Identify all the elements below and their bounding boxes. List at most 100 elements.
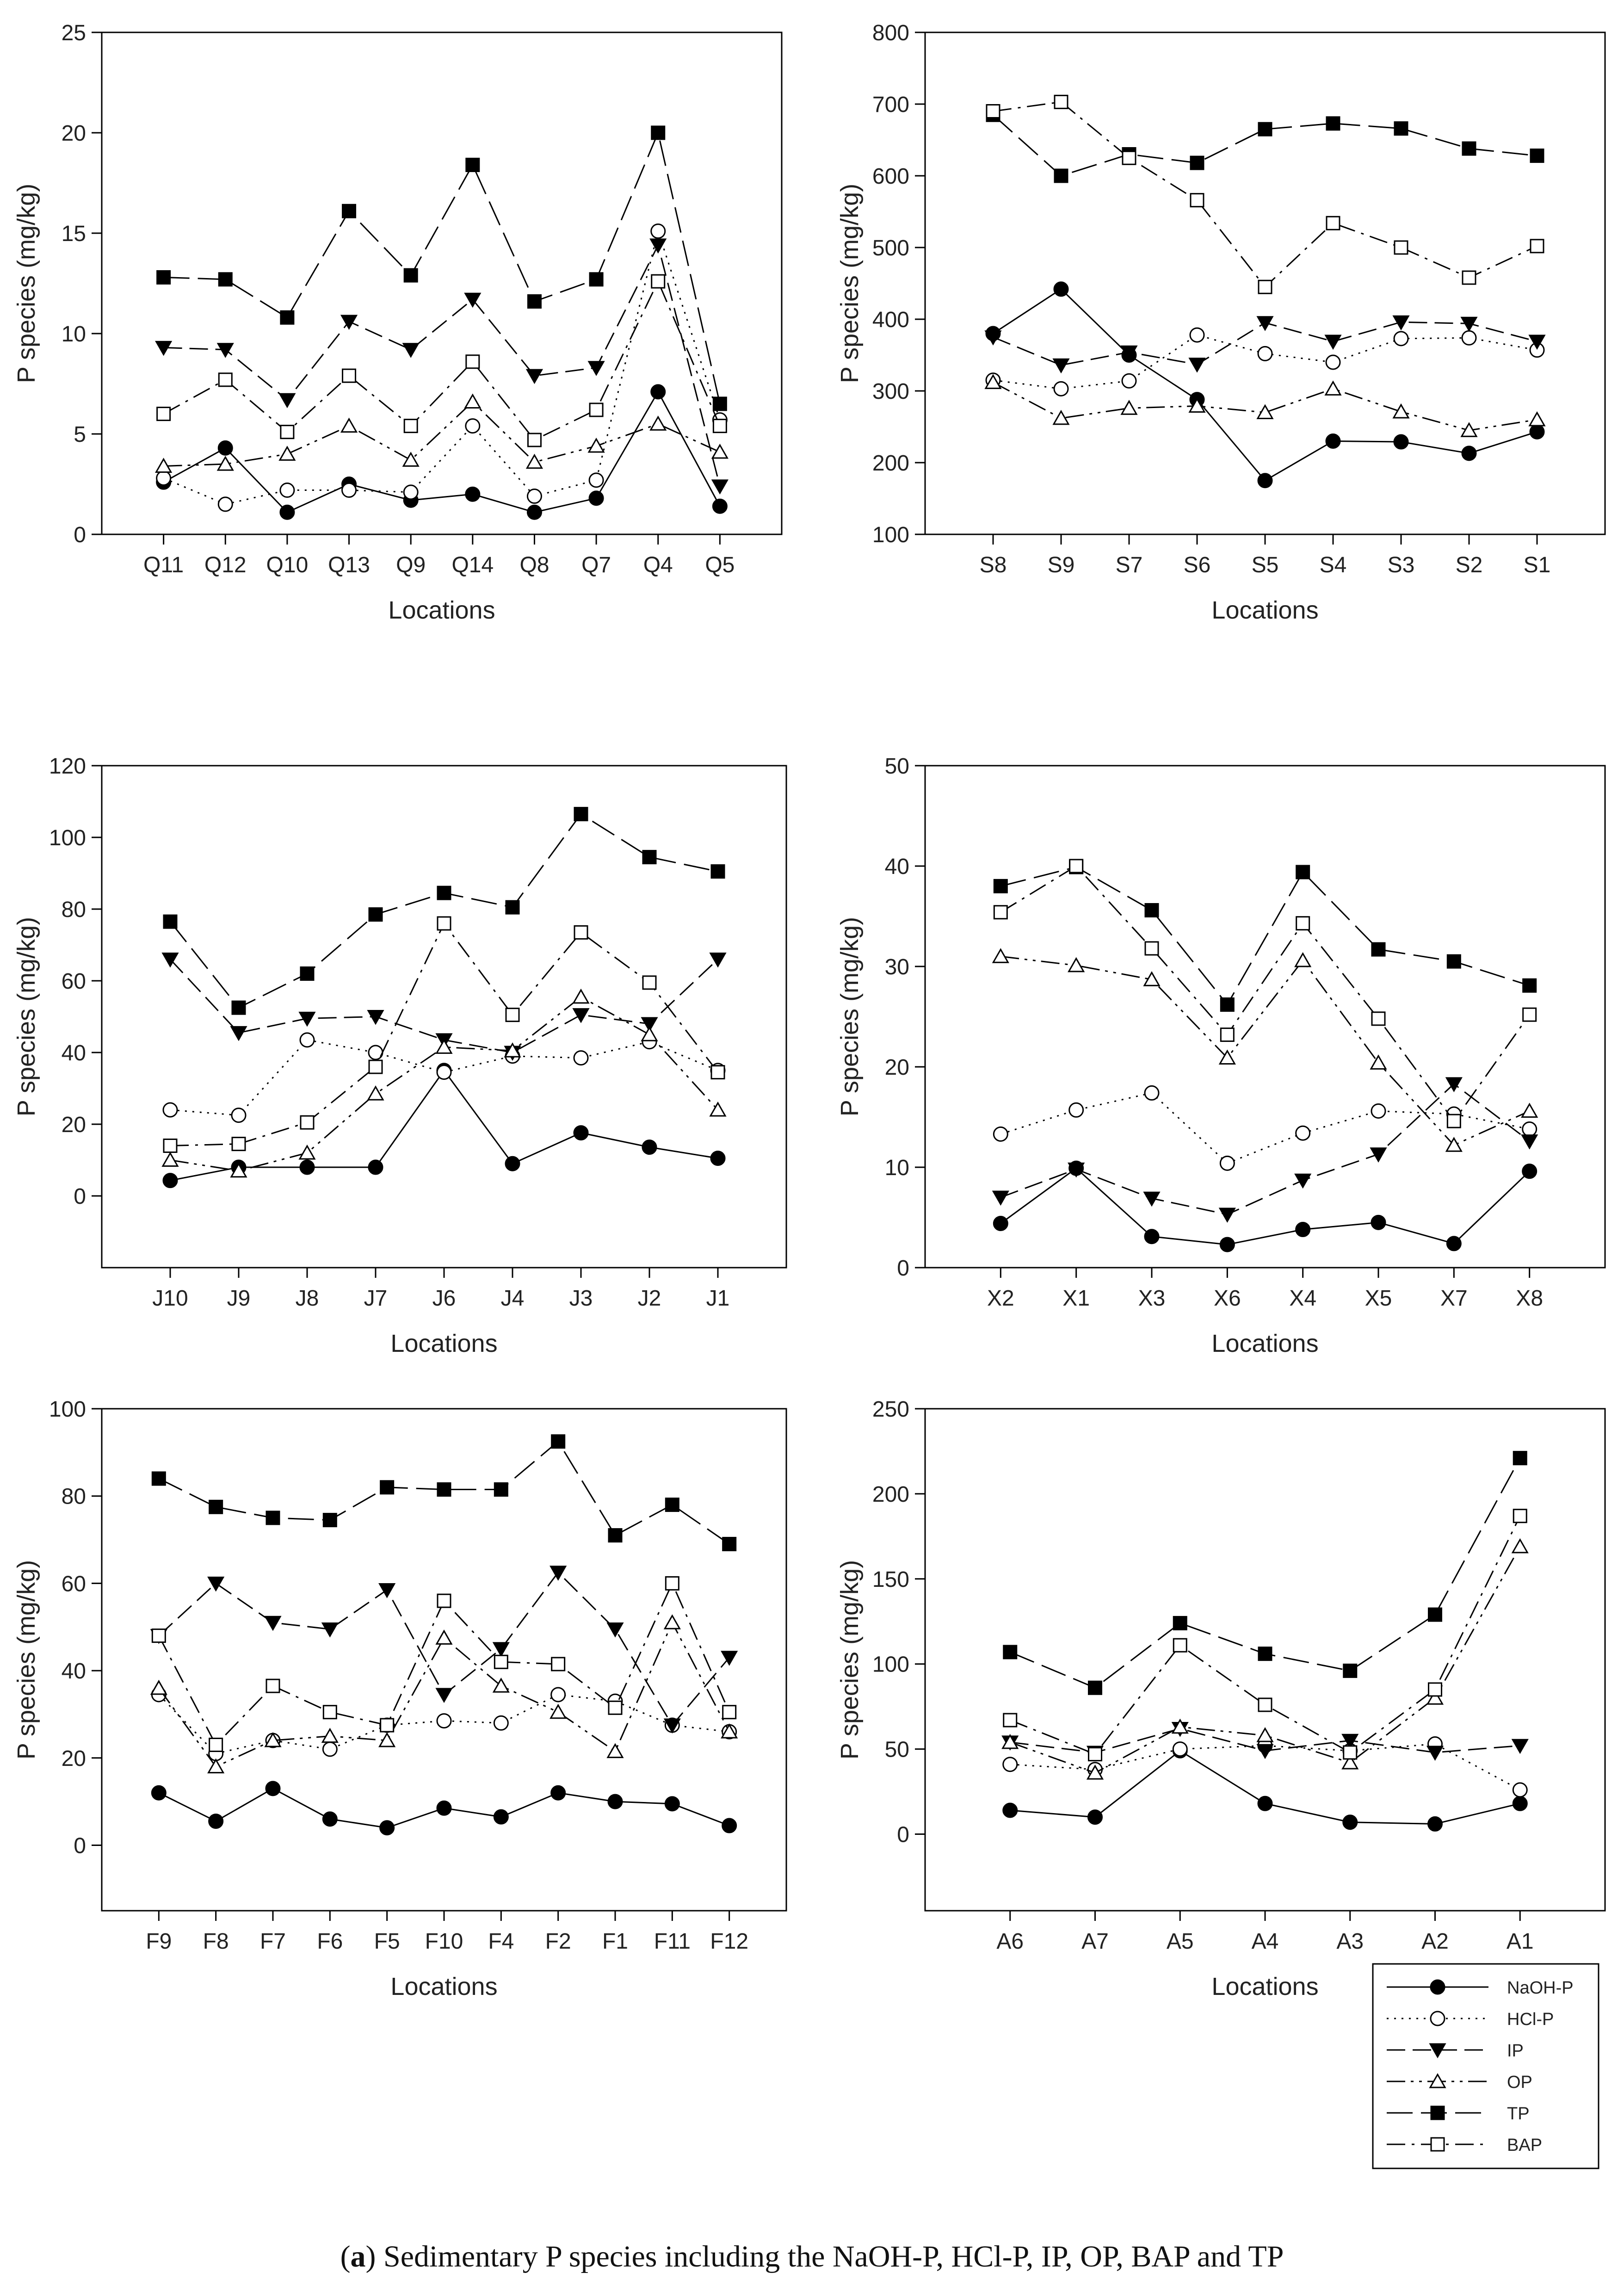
panel-a-point-bap xyxy=(1258,1697,1272,1712)
panel-q-point-hcl-p xyxy=(403,484,419,500)
panel-q-point-op xyxy=(155,458,173,473)
panel-s-point-naoh-p xyxy=(1325,433,1341,449)
panel-f-point-bap xyxy=(266,1678,280,1693)
panel-j-xtick-label: J6 xyxy=(432,1286,456,1311)
panel-f-ytick-label: 0 xyxy=(74,1833,86,1858)
panel-a-point-ip xyxy=(1426,1746,1444,1761)
panel-a-point-bap xyxy=(1173,1638,1187,1653)
panel-f-point-tp xyxy=(437,1482,451,1497)
panel-s-point-op xyxy=(1528,411,1546,427)
panel-q-xtick-label: Q14 xyxy=(451,553,494,577)
panel-x-point-op xyxy=(1521,1102,1538,1118)
panel-j-point-hcl-p xyxy=(368,1045,383,1060)
panel-x-point-hcl-p xyxy=(1144,1085,1160,1101)
panel-f-point-tp xyxy=(722,1536,737,1551)
panel-f-point-op xyxy=(550,1703,567,1719)
panel-f-point-tp xyxy=(494,1482,508,1497)
panel-x-point-op xyxy=(1218,1049,1236,1065)
panel-f-point-ip xyxy=(492,1642,510,1657)
panel-s-point-ip xyxy=(1528,334,1546,350)
panel-q-point-naoh-p xyxy=(465,486,481,502)
panel-q-point-naoh-p xyxy=(650,384,666,400)
panel-s-ytick-label: 800 xyxy=(872,21,909,45)
panel-s-point-bap xyxy=(986,104,1000,118)
panel-s-point-tp xyxy=(1530,149,1544,163)
panel-q-ytick-label: 20 xyxy=(62,121,86,146)
panel-f-point-naoh-p xyxy=(208,1814,224,1829)
panel-x-point-hcl-p xyxy=(1068,1102,1084,1118)
panel-j-point-op xyxy=(230,1162,247,1178)
panel-a-point-op xyxy=(1256,1727,1274,1742)
panel-q-xtick-label: Q12 xyxy=(204,553,247,577)
panel-a-xtick-label: A4 xyxy=(1252,1929,1279,1954)
panel-j-point-op xyxy=(435,1039,453,1054)
panel-j-xtick-label: J4 xyxy=(501,1286,525,1311)
panel-f-point-ip xyxy=(378,1583,396,1598)
panel-s-point-naoh-p xyxy=(1053,281,1069,297)
panel-q-point-tp xyxy=(280,310,295,325)
panel-x-ytick-label: 20 xyxy=(885,1055,909,1080)
panel-f-ytick-label: 40 xyxy=(62,1659,86,1684)
panel-q-point-bap xyxy=(280,425,295,440)
panel-s-point-tp xyxy=(1462,141,1476,156)
panel-f-point-ip xyxy=(321,1622,339,1638)
panel-q-point-ip xyxy=(649,238,667,254)
panel-j-ytick-label: 0 xyxy=(74,1184,86,1209)
panel-f-point-naoh-p xyxy=(493,1809,509,1825)
panel-a-point-op xyxy=(1341,1754,1359,1770)
panel-a-point-op xyxy=(1511,1538,1529,1554)
panel-j-point-bap xyxy=(231,1137,246,1152)
panel-q-point-bap xyxy=(712,419,727,433)
panel-f-point-op xyxy=(492,1678,510,1693)
panel-j-point-ip xyxy=(367,1010,384,1025)
panel-q-xtick-label: Q13 xyxy=(328,553,370,577)
panel-q-point-bap xyxy=(403,419,418,433)
panel-x-x-axis-label: Locations xyxy=(1211,1330,1318,1357)
panel-s-point-ip xyxy=(1052,358,1070,374)
panel-x-point-naoh-p xyxy=(1522,1164,1538,1179)
panel-f-point-hcl-p xyxy=(493,1715,509,1731)
panel-x-point-naoh-p xyxy=(993,1216,1008,1232)
panel-q-point-hcl-p xyxy=(465,418,481,434)
legend-label-ip: IP xyxy=(1507,2041,1524,2061)
panel-s-ytick-label: 400 xyxy=(872,308,909,332)
panel-a-point-tp xyxy=(1088,1680,1102,1695)
panel-f-point-op xyxy=(150,1679,167,1695)
panel-q-xtick-label: Q4 xyxy=(643,553,673,577)
panel-a-point-op xyxy=(1086,1765,1104,1780)
panel-x-ytick-label: 50 xyxy=(885,754,909,779)
panel-f-point-ip xyxy=(207,1576,225,1592)
panel-j-point-ip xyxy=(641,1017,658,1033)
panel-j-point-ip xyxy=(709,953,727,968)
panel-x-point-ip xyxy=(992,1190,1009,1206)
panel-q-line-bap xyxy=(163,279,721,441)
panel-a-point-tp xyxy=(1003,1645,1018,1659)
panel-x-xtick-label: X3 xyxy=(1138,1286,1166,1311)
panel-s-point-tp xyxy=(1190,155,1204,170)
panel-x-point-bap xyxy=(1144,941,1159,956)
panel-q-point-bap xyxy=(156,407,171,421)
panel-s-line-tp xyxy=(992,114,1538,177)
panel-a-ytick-label: 100 xyxy=(872,1653,909,1677)
panel-q-point-tp xyxy=(218,272,233,287)
panel-f-ytick-label: 20 xyxy=(62,1746,86,1771)
panel-f-point-op xyxy=(606,1743,624,1758)
caption-open: ( xyxy=(340,2240,351,2273)
panel-a-point-tp xyxy=(1513,1451,1527,1466)
panel-s-point-tp xyxy=(1326,116,1340,131)
panel-j-xtick-label: J9 xyxy=(227,1286,251,1311)
panel-a-ytick-label: 250 xyxy=(872,1397,909,1422)
panel-j-point-hcl-p xyxy=(573,1050,589,1066)
panel-j-line-op xyxy=(170,996,719,1172)
panel-q-line-tp xyxy=(163,130,721,404)
legend: NaOH-P HCl-P IP OP TP BAP xyxy=(1372,1963,1599,2169)
panel-x-xtick-label: X1 xyxy=(1062,1286,1090,1311)
panel-s-point-bap xyxy=(1122,150,1136,165)
panel-s-xtick-label: S6 xyxy=(1184,553,1211,577)
panel-q-point-tp xyxy=(403,268,418,283)
panel-q-point-bap xyxy=(527,433,542,447)
panel-x-y-axis-label: P species (mg/kg) xyxy=(836,917,864,1116)
panel-s-xtick-label: S7 xyxy=(1116,553,1143,577)
panel-j-point-naoh-p xyxy=(505,1156,520,1171)
panel-f-xtick-label: F8 xyxy=(203,1929,229,1954)
